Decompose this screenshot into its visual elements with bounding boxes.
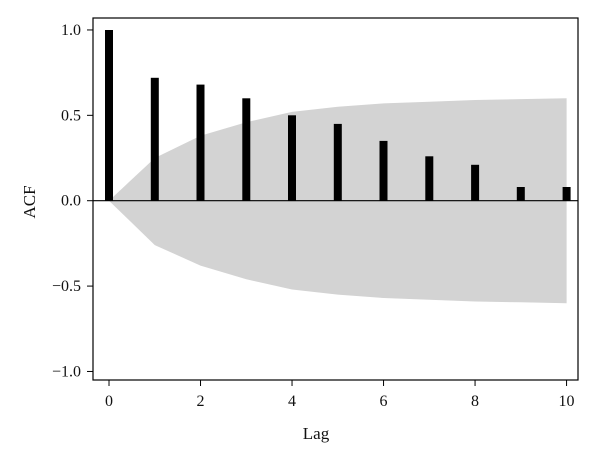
- x-tick-label-6: 6: [380, 393, 388, 410]
- acf-bar-lag-2: [196, 84, 205, 201]
- acf-bar-lag-5: [333, 123, 342, 201]
- acf-bar-lag-1: [150, 77, 159, 201]
- y-tick-label-2: 0.0: [61, 193, 81, 210]
- acf-bar-lag-10: [562, 187, 571, 201]
- x-tick-label-2: 2: [197, 393, 205, 410]
- x-tick-label-8: 8: [471, 393, 479, 410]
- y-tick-label-1: 0.5: [61, 107, 81, 124]
- acf-bar-lag-3: [242, 98, 251, 201]
- acf-bar-lag-6: [379, 140, 388, 201]
- acf-bar-lag-8: [471, 164, 480, 201]
- ticks: 0 2 4 6 8 10 1.0 0.5 0.0 −0.5 −1.0: [52, 22, 575, 410]
- axes: [92, 17, 579, 381]
- acf-bars: [105, 30, 571, 201]
- acf-bar-lag-0: [105, 30, 113, 201]
- y-axis-label: ACF: [20, 185, 39, 218]
- y-tick-label-0: 1.0: [61, 22, 81, 39]
- acf-bar-lag-7: [425, 156, 434, 201]
- x-tick-label-4: 4: [288, 393, 296, 410]
- y-tick-label-4: −1.0: [52, 363, 81, 380]
- acf-bar-lag-9: [516, 187, 525, 201]
- plot-frame: [92, 17, 579, 381]
- y-tick-label-3: −0.5: [52, 278, 81, 295]
- x-tick-label-0: 0: [105, 393, 113, 410]
- acf-bar-lag-4: [288, 115, 296, 201]
- x-axis-label: Lag: [303, 424, 330, 443]
- x-tick-label-10: 10: [559, 393, 575, 410]
